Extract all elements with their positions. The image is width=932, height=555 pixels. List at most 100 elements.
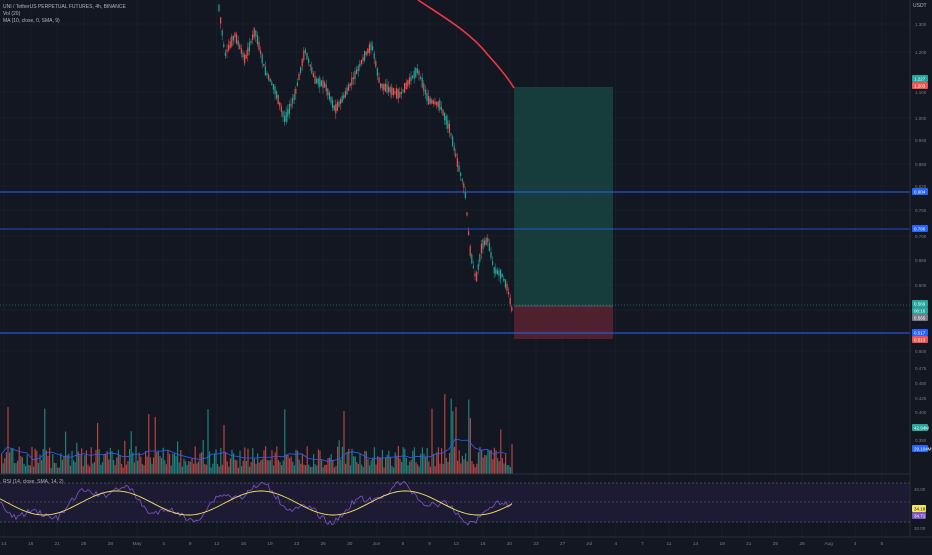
- candle-body: [460, 172, 462, 176]
- volume-bar: [10, 448, 12, 474]
- candle-body: [490, 251, 492, 259]
- volume-bar: [204, 463, 206, 474]
- candle-body: [408, 77, 410, 85]
- candle-body: [368, 44, 370, 53]
- volume-bar: [28, 464, 30, 474]
- volume-bar: [65, 431, 67, 474]
- price-badge-entry: [912, 314, 928, 321]
- volume-bar: [63, 456, 65, 474]
- price-badge-hline-3: [912, 329, 928, 336]
- time-axis[interactable]: 14 18 21 25 28 May 4 9 12 16 19 23 26 30 Jun 6 9 13 16 20 23…: [1, 541, 883, 547]
- volume-bar: [333, 467, 335, 474]
- candle-body: [309, 64, 311, 67]
- volume-bar: [343, 411, 345, 474]
- volume-bar: [274, 452, 276, 474]
- volume-bar: [381, 449, 383, 474]
- time-tick-label: 18: [720, 541, 726, 547]
- profit-zone[interactable]: [514, 87, 613, 306]
- symbol-legend[interactable]: UNI / TetherUS PERPETUAL FUTURES, 4h, BI…: [3, 4, 126, 10]
- volume-bar: [473, 463, 475, 474]
- volume-bar: [332, 460, 334, 474]
- volume-bar: [447, 461, 449, 474]
- candle-body: [263, 64, 265, 67]
- volume-bar: [482, 457, 484, 474]
- volume-bar: [61, 459, 63, 474]
- volume-bar: [297, 450, 299, 474]
- candle-body: [224, 52, 226, 56]
- volume-bar: [7, 407, 9, 474]
- volume-bar: [183, 458, 185, 474]
- volume-bar: [277, 459, 279, 474]
- candle-body: [317, 78, 319, 85]
- volume-bar: [236, 460, 238, 474]
- volume-bar: [423, 453, 425, 474]
- volume-bar: [103, 454, 105, 474]
- volume-indicator-legend[interactable]: Vol (20): [3, 11, 21, 17]
- volume-bar: [162, 447, 164, 474]
- volume-bar: [373, 447, 375, 474]
- volume-bar: [29, 465, 31, 474]
- candle-body: [295, 88, 297, 94]
- candle-body: [480, 243, 482, 254]
- volume-bar: [281, 465, 283, 474]
- volume-bar: [41, 460, 43, 474]
- volume-bar: [361, 464, 363, 474]
- candle-body: [482, 239, 484, 249]
- volume-bar: [73, 460, 75, 474]
- candle-body: [420, 76, 422, 79]
- candle-body: [503, 278, 505, 281]
- candlestick-series: [218, 3, 513, 313]
- candle-body: [452, 136, 454, 147]
- candle-body: [418, 71, 420, 75]
- volume-bar: [404, 448, 406, 474]
- candle-body: [362, 56, 364, 62]
- candle-body: [260, 50, 262, 55]
- volume-bar: [2, 463, 4, 474]
- volume-bar: [33, 466, 35, 474]
- volume-bar: [148, 414, 150, 474]
- volume-bar: [457, 460, 459, 474]
- loss-zone[interactable]: [514, 306, 613, 339]
- candle-body: [351, 77, 353, 86]
- candle-body: [242, 52, 244, 58]
- price-badge-last-price: [912, 300, 928, 307]
- volume-bar: [229, 458, 231, 474]
- candle-body: [325, 84, 327, 92]
- price-badge-text: 0.513: [914, 338, 926, 343]
- volume-bar: [137, 460, 139, 474]
- rsi-indicator-legend[interactable]: RSI (14, close, SMA, 14, 2): [3, 479, 64, 485]
- volume-bar: [26, 454, 28, 474]
- time-tick-label: 9: [428, 541, 431, 547]
- ma-indicator-legend[interactable]: MA (10, close, 0, SMA, 9): [3, 18, 60, 24]
- candle-body: [428, 96, 430, 105]
- candle-body: [250, 40, 252, 44]
- volume-bar: [18, 446, 20, 474]
- candle-body: [461, 178, 463, 182]
- volume-bar: [52, 454, 54, 474]
- volume-bar: [79, 455, 81, 474]
- volume-bar: [89, 466, 91, 474]
- candle-body: [484, 240, 486, 246]
- volume-bar: [124, 440, 126, 474]
- candle-body: [268, 74, 270, 80]
- candle-body: [504, 279, 506, 288]
- volume-bar: [468, 399, 470, 474]
- candle-body: [327, 88, 329, 96]
- candle-body: [413, 70, 415, 79]
- candle-body: [474, 273, 476, 277]
- volume-bar: [239, 450, 241, 474]
- candle-body: [343, 95, 345, 99]
- volume-bar: [407, 465, 409, 474]
- volume-bar: [295, 449, 297, 474]
- volume-bar: [461, 455, 463, 474]
- volume-bar: [244, 447, 246, 474]
- candle-body: [226, 49, 228, 53]
- rsi-line: [0, 480, 513, 526]
- volume-bar: [509, 467, 511, 474]
- time-tick-label: 26: [321, 541, 327, 547]
- volume-bar: [233, 453, 235, 474]
- volume-bar: [213, 453, 215, 474]
- volume-bar: [365, 451, 367, 474]
- volume-bar: [330, 454, 332, 474]
